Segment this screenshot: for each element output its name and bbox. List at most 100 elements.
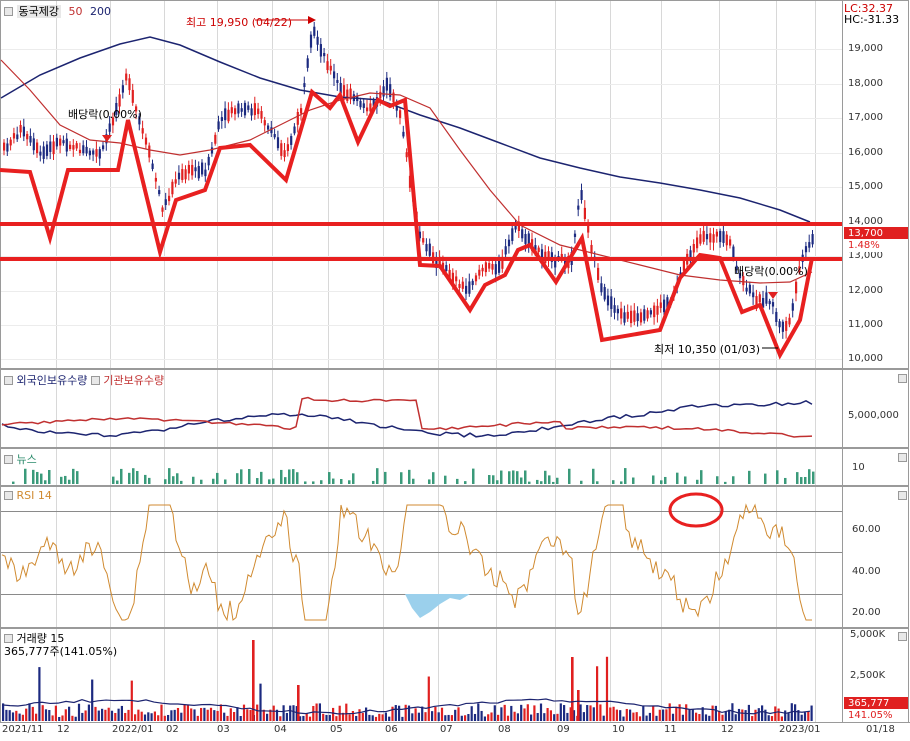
institution-holdings-label[interactable]: 기관보유수량 [103,374,165,387]
volume-bar [787,712,790,721]
candle-body [118,94,121,107]
pane-settings-icon[interactable] [4,455,13,464]
volume-bar [572,710,576,721]
volume-bar [229,708,232,721]
news-bar [168,468,171,484]
pane-settings-icon[interactable] [4,491,13,500]
lc-readout: LC:32.37 [844,2,894,15]
news-bar [76,471,79,484]
volume-bar [460,715,463,721]
volume-bar [292,705,295,721]
volume-bar [559,703,562,721]
volume-bar [609,707,612,721]
pane-settings-icon[interactable] [4,7,13,16]
volume-bar [101,708,104,721]
candle-body [511,228,514,241]
candle-body [260,111,263,119]
volume-bar [411,713,414,721]
pane-close-icon[interactable] [898,632,907,641]
candle-body [171,181,174,195]
volume-bar [299,716,302,721]
volume-bar [332,707,335,721]
volume-bar [718,710,721,721]
volume-bar [764,709,767,721]
news-bar [296,472,299,484]
pane-settings-icon[interactable] [4,376,13,385]
volume-bar [803,712,807,721]
news-bar [796,472,799,484]
candle-body [537,247,540,252]
candle-body [762,297,765,308]
volume-bar [378,713,381,721]
volume-bar [5,709,8,721]
series-toggle-icon[interactable] [90,376,100,385]
volume-bar [612,706,615,721]
pane-settings-icon[interactable] [4,634,13,643]
volume-bar [21,714,24,721]
candle-body [359,100,362,108]
candle-body [138,116,141,125]
candle-body [85,146,88,154]
candle-body [748,284,751,294]
news-bar [500,470,503,484]
candle-body [372,100,375,106]
volume-bar [176,707,180,721]
volume-bar [170,710,173,721]
candle-body [286,144,289,152]
volume-bar [493,705,496,721]
candle-body [283,150,286,158]
date-axis-label: 03 [217,724,230,735]
volume-bar [662,709,665,721]
volume-bar [724,711,727,721]
pane-close-icon[interactable] [898,491,907,500]
pane-close-icon[interactable] [898,374,907,383]
candle-body [653,305,656,318]
candle-body [811,234,814,245]
foreign-holdings-label[interactable]: 외국인보유수량 [16,374,88,387]
volume-bar [285,712,288,721]
volume-bar [510,705,513,721]
volume-bar [490,712,493,721]
volume-bar [467,714,470,721]
candle-body [791,303,794,311]
news-bar [592,468,595,484]
rsi-label[interactable]: RSI 14 [16,489,52,502]
candle-body [649,310,652,315]
news-bar [176,473,179,484]
news-bar [132,468,135,484]
volume-bar [209,707,213,721]
volume-bar [701,707,704,721]
volume-spike-bar [252,640,255,721]
volume-bar [114,712,117,721]
news-bar [664,476,667,484]
candle-body [151,163,154,170]
volume-bar [546,708,549,721]
news-label[interactable]: 뉴스 [16,453,37,466]
candle-body [220,117,223,122]
news-bar [524,470,527,484]
candle-body [425,244,428,252]
volume-bar [800,714,803,721]
news-bar [496,480,499,484]
candle-body [323,52,326,57]
candle-body [458,283,461,288]
volume-axis-tick: 2,500K [850,670,886,681]
pane-close-icon[interactable] [898,453,907,462]
volume-bar [54,705,57,721]
candle-body [445,265,448,272]
candle-body [253,103,256,116]
news-bar [568,468,571,484]
candle-body [590,244,593,254]
volume-bar [477,703,480,721]
stock-name[interactable]: 동국제강 [16,5,61,18]
date-axis-label: 08 [498,724,511,735]
candle-body [392,92,395,103]
volume-label[interactable]: 거래량 15 [16,632,65,645]
volume-bar [242,704,246,721]
candle-body [168,195,171,202]
candle-body [108,123,111,132]
candle-body [75,143,78,149]
news-bar [492,475,495,484]
news-bar [320,480,323,484]
